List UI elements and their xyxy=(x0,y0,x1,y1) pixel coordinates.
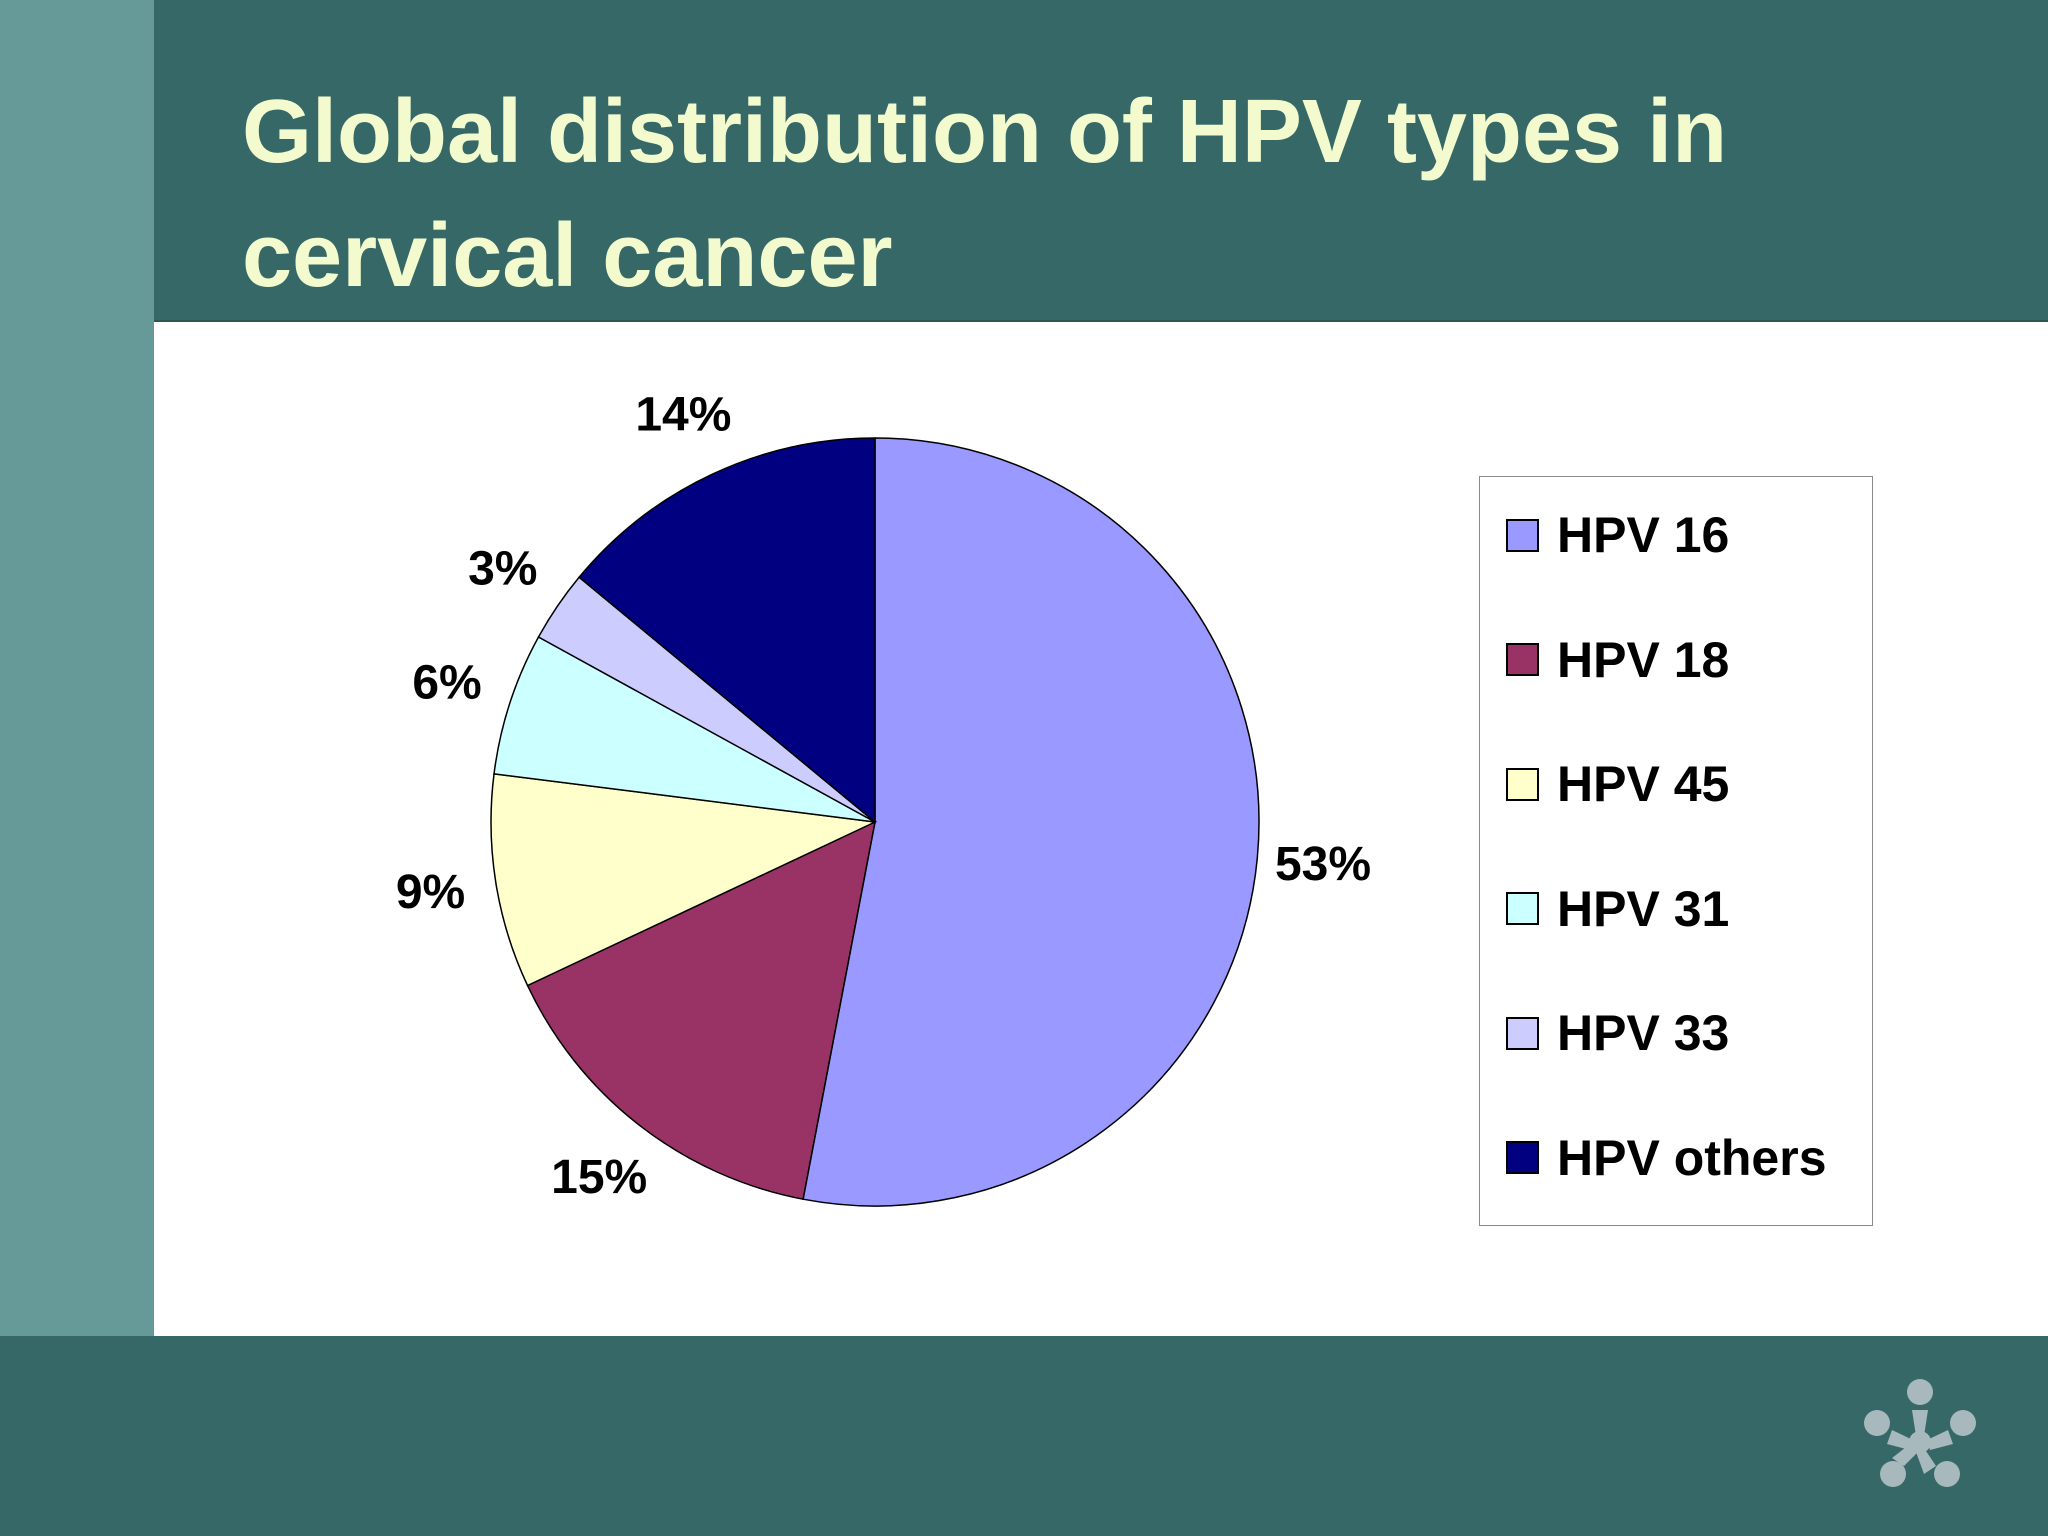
slide-header: Global distribution of HPV types in cerv… xyxy=(154,0,2048,322)
legend-item-hpv-31: HPV 31 xyxy=(1506,879,1729,939)
slice-label-hpv-others: 14% xyxy=(635,388,731,441)
legend-swatch-hpv-18 xyxy=(1506,643,1539,676)
pie-chart-area: 53% 15% 9% 6% 3% 14% HPV 16 HPV 18 HPV 45 HPV 31… xyxy=(154,322,2048,1336)
pie-slice-hpv-others xyxy=(578,437,876,824)
legend-label-hpv-18: HPV 18 xyxy=(1557,631,1730,688)
slice-label-hpv-18: 15% xyxy=(551,1151,647,1204)
legend-item-hpv-others: HPV others xyxy=(1506,1128,1827,1188)
legend-swatch-hpv-31 xyxy=(1506,892,1539,925)
pie-slice-hpv-45 xyxy=(490,773,878,987)
legend-swatch-hpv-33 xyxy=(1506,1016,1539,1050)
snowflake-people-logo-icon xyxy=(1864,1379,1976,1487)
left-decor-strip xyxy=(0,0,154,1336)
pie-slice-hpv-18 xyxy=(526,820,877,1201)
slide-title: Global distribution of HPV types in cerv… xyxy=(242,82,1728,306)
legend-label-hpv-45: HPV 45 xyxy=(1557,756,1730,812)
pie-slice-hpv-31 xyxy=(493,635,876,823)
slice-label-hpv-33: 3% xyxy=(468,543,537,596)
legend-item-hpv-45: HPV 45 xyxy=(1506,754,1729,814)
slice-label-hpv-31: 6% xyxy=(412,656,481,709)
chart-legend: HPV 16 HPV 18 HPV 45 HPV 31 HPV 33 HPV others xyxy=(1479,476,1873,1226)
legend-swatch-hpv-45 xyxy=(1506,767,1539,801)
pie-chart: 53% 15% 9% 6% 3% 14% xyxy=(396,388,1371,1207)
slice-label-hpv-16: 53% xyxy=(1275,838,1371,891)
legend-label-hpv-31: HPV 31 xyxy=(1557,880,1730,937)
slice-label-hpv-45: 9% xyxy=(396,866,465,919)
legend-item-hpv-18: HPV 18 xyxy=(1506,630,1729,690)
legend-swatch-hpv-others xyxy=(1506,1141,1539,1174)
slide-footer xyxy=(0,1336,2048,1536)
legend-item-hpv-16: HPV 16 xyxy=(1506,505,1729,565)
pie-slice-hpv-16 xyxy=(802,437,1260,1207)
legend-label-hpv-33: HPV 33 xyxy=(1557,1005,1730,1061)
legend-label-hpv-16: HPV 16 xyxy=(1557,507,1730,563)
legend-swatch-hpv-16 xyxy=(1506,518,1539,552)
legend-label-hpv-others: HPV others xyxy=(1557,1129,1827,1186)
legend-item-hpv-33: HPV 33 xyxy=(1506,1003,1729,1063)
